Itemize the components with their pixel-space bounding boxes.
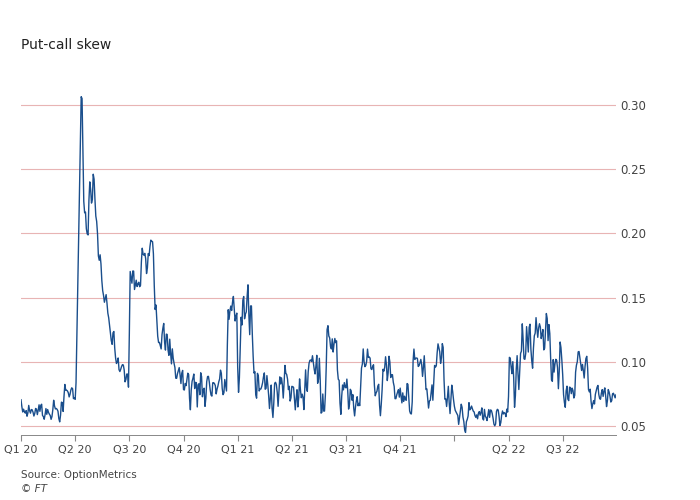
Text: Put-call skew: Put-call skew — [21, 38, 111, 52]
Text: © FT: © FT — [21, 484, 47, 494]
Text: Source: OptionMetrics: Source: OptionMetrics — [21, 470, 136, 480]
